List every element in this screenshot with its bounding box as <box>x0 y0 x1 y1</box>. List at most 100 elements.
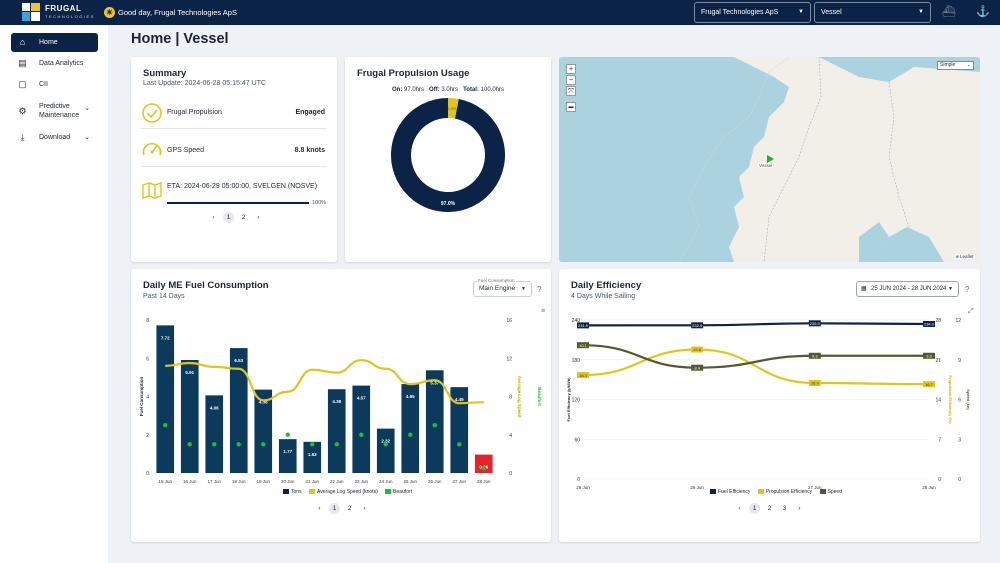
greeting-text: Good day, Frugal Technologies ApS <box>118 8 237 17</box>
company-select-value: Frugal Technologies ApS <box>701 9 779 16</box>
sidebar-item-download[interactable]: ⤓ Download ⌄ <box>11 128 98 147</box>
propulsion-usage-card <box>345 57 551 262</box>
fuel-bar-value-label: 2.32 <box>381 439 390 444</box>
efficiency-point-label-bg <box>577 372 589 379</box>
map-attribution[interactable]: ■ Leaflet <box>955 254 975 259</box>
y2-axis-tick-label: 8 <box>509 395 512 401</box>
logo-subtext: TECHNOLOGIES <box>45 14 95 19</box>
x-axis-tick-label: 18 Jun <box>232 479 246 484</box>
help-icon[interactable]: ? <box>965 285 970 294</box>
fuel-bar <box>425 370 444 473</box>
prev-page-icon[interactable]: ‹ <box>212 214 215 221</box>
page-2-button[interactable]: 2 <box>241 214 246 221</box>
propulsion-status: Engaged <box>295 109 325 116</box>
chevron-down-icon: ▼ <box>948 286 953 292</box>
divider <box>141 128 327 129</box>
beaufort-point <box>310 442 315 447</box>
x-axis-tick-label: 22 Jun <box>330 479 344 484</box>
zoom-out-button[interactable]: − <box>566 75 576 85</box>
fuel-bar-value-label: 4.06 <box>210 405 219 410</box>
fuel-bar <box>352 385 371 473</box>
help-icon[interactable]: ? <box>537 285 542 294</box>
legend-swatch-speed <box>308 489 315 495</box>
cii-icon: ▢ <box>18 79 27 89</box>
page-1-button[interactable]: 1 <box>749 503 760 514</box>
y2-axis-tick-label: 21 <box>935 358 941 364</box>
fuel-bar-value-label: 4.38 <box>332 399 341 404</box>
sidebar-item-data-analytics[interactable]: ▤ Data Analytics <box>11 54 98 73</box>
y2-axis-title: Average Log Speed <box>517 376 522 418</box>
sidebar-item-predictive-maintenance[interactable]: ⚙ Predictive Maintenance ⌄ <box>11 101 98 122</box>
vessel-icon[interactable]: ⚓ <box>976 6 990 18</box>
company-select[interactable]: Frugal Technologies ApS ▼ <box>694 2 811 23</box>
prev-page-icon[interactable]: ‹ <box>318 505 321 512</box>
eta-progress-label: 100% <box>312 200 327 206</box>
efficiency-point-label-bg <box>691 346 704 353</box>
vessel-select-value: Vessel <box>821 9 842 16</box>
efficiency-point-label: 10.1 <box>579 343 588 348</box>
y3-axis-title: Speed (kn) <box>966 389 971 410</box>
y2-axis-tick-label: 7 <box>938 437 941 443</box>
next-page-icon[interactable]: › <box>798 505 801 512</box>
sidebar-item-cii[interactable]: ▢ CII <box>11 75 98 94</box>
sidebar: ⌂ Home ▤ Data Analytics ▢ CII ⚙ Predicti… <box>0 25 108 563</box>
page-2-button[interactable]: 2 <box>347 505 352 512</box>
chevron-down-icon: ▼ <box>798 9 804 15</box>
page-3-button[interactable]: 3 <box>782 505 787 512</box>
y2-axis-tick-label: 16 <box>506 318 512 324</box>
fuel-type-select[interactable]: Main Engine ▼ <box>473 281 532 297</box>
x-axis-tick-label: 28 Jun <box>922 485 936 490</box>
fuel-chart-legend: Tons Average Log Speed (knots) Beaufort <box>283 489 412 495</box>
expand-chart-icon[interactable]: ⤢ <box>968 308 974 315</box>
y-axis-tick-label: 2 <box>146 433 149 439</box>
fuel-bar-value-label: 5.37 <box>430 380 439 385</box>
sidebar-item-home[interactable]: ⌂ Home <box>11 33 98 52</box>
prev-page-icon[interactable]: ‹ <box>738 505 741 512</box>
y3-axis-tick-label: 9 <box>958 358 961 364</box>
y3-axis-title: Beaufort <box>537 387 542 406</box>
x-axis-tick-label: 28 Jun <box>477 479 491 484</box>
efficiency-point-label-bg <box>808 380 821 387</box>
fuel-bar-value-label: 4.36 <box>259 400 268 405</box>
page-2-button[interactable]: 2 <box>767 505 772 512</box>
fuel-bar-value-label: 1.77 <box>283 449 292 454</box>
fuel-bar <box>450 387 469 473</box>
efficiency-point-label: 9.3 <box>926 353 932 358</box>
beaufort-point <box>236 442 241 447</box>
vessel-marker-icon[interactable] <box>767 155 774 163</box>
map-layers-icon[interactable]: ▬ <box>566 102 576 112</box>
donut-slice-on <box>391 98 505 212</box>
last-update: Last Update: 2024-06-28 05:15:47 UTC <box>143 80 266 87</box>
page-1-button[interactable]: 1 <box>223 212 234 223</box>
fuel-bar <box>327 389 346 473</box>
fuel-card-subtitle: Past 14 Days <box>143 293 185 300</box>
fleet-icon[interactable]: ⛴ <box>942 6 956 18</box>
x-axis-tick-label: 21 Jun <box>305 479 319 484</box>
summary-title: Summary <box>143 68 187 79</box>
fullscreen-map-icon[interactable]: ⤧ <box>566 86 576 96</box>
chevron-down-icon: ▼ <box>918 9 924 15</box>
x-axis-tick-label: 20 Jun <box>281 479 295 484</box>
next-page-icon[interactable]: › <box>257 214 260 221</box>
donut-label-off: 3.0% <box>447 106 457 111</box>
fuel-bar <box>254 389 273 473</box>
y-axis-tick-label: 4 <box>146 395 149 401</box>
y3-axis-tick-label: 6 <box>958 398 961 404</box>
frugal-logo[interactable]: FRUGAL TECHNOLOGIES <box>22 3 93 22</box>
y3-axis-tick-label: 3 <box>958 437 961 443</box>
chart-menu-icon[interactable]: ≡ <box>541 308 546 315</box>
logo-text: FRUGAL <box>45 4 82 13</box>
home-icon: ⌂ <box>19 37 26 47</box>
next-page-icon[interactable]: › <box>363 505 366 512</box>
date-range-picker[interactable]: ▦ 25 JUN 2024 - 28 JUN 2024 ▼ <box>856 281 959 297</box>
efficiency-point-label-bg <box>808 352 821 359</box>
vessel-select[interactable]: Vessel ▼ <box>814 2 931 23</box>
map-style-select[interactable]: Simple ⌄ <box>937 61 974 70</box>
page-1-button[interactable]: 1 <box>329 503 340 514</box>
y-axis-title: Fuel Consumption <box>139 377 144 417</box>
fuel-pagination: ‹ 1 2 › <box>314 503 374 514</box>
efficiency-point-label: 235.0 <box>810 321 821 326</box>
zoom-in-button[interactable]: + <box>566 64 576 74</box>
fuel-bar-value-label: 5.91 <box>185 370 194 375</box>
speed-line <box>165 359 484 405</box>
